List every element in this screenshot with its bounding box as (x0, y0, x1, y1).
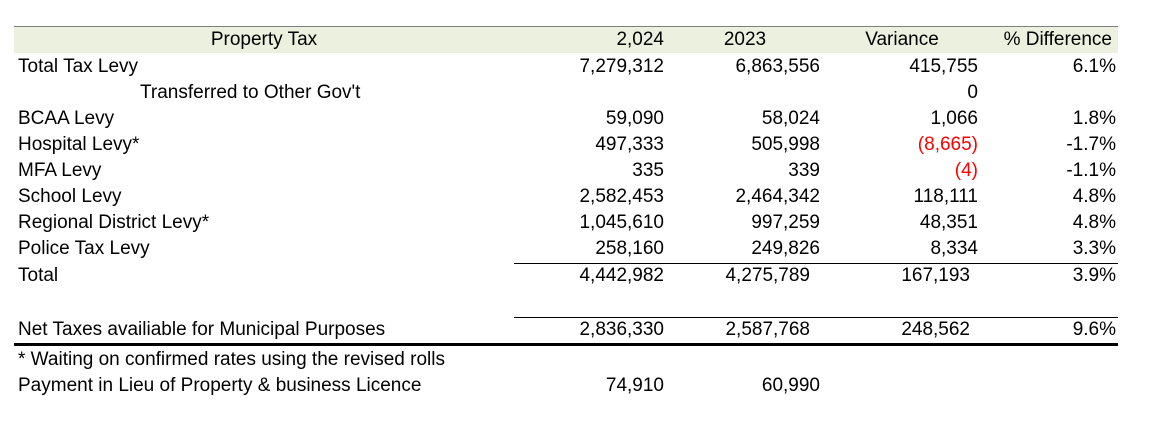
row-2024: 258,160 (595, 238, 664, 259)
row-variance-negative: (8,665) (917, 134, 978, 155)
total-pct: 3.9% (1072, 265, 1116, 286)
payment-2023: 60,990 (761, 375, 820, 396)
footnote: * Waiting on confirmed rates using the r… (18, 349, 445, 370)
header-pct-difference: % Difference (1003, 29, 1112, 50)
row-variance: 8,334 (930, 238, 978, 259)
row-2024: 1,045,610 (579, 212, 664, 233)
net-bottom-rule (14, 343, 1118, 346)
row-pct: 6.1% (1072, 56, 1116, 77)
payment-2024: 74,910 (605, 375, 664, 396)
row-label: Transferred to Other Gov't (140, 82, 361, 103)
net-pct: 9.6% (1072, 319, 1116, 340)
total-variance: 167,193 (901, 265, 970, 286)
row-variance: 48,351 (919, 212, 978, 233)
row-pct: 3.3% (1072, 238, 1116, 259)
row-2023: 6,863,556 (735, 56, 820, 77)
row-label: BCAA Levy (18, 108, 115, 129)
row-label: School Levy (18, 186, 122, 207)
row-pct: 4.8% (1072, 212, 1116, 233)
row-variance: 1,066 (930, 108, 978, 129)
header-variance: Variance (865, 29, 939, 50)
row-2023: 249,826 (751, 238, 820, 259)
net-variance: 248,562 (901, 319, 970, 340)
row-2024: 2,582,453 (579, 186, 664, 207)
row-2024: 59,090 (605, 108, 664, 129)
row-label: Regional District Levy* (18, 212, 210, 233)
total-divider (514, 263, 1118, 264)
header-property-tax: Property Tax (210, 29, 318, 50)
row-label: Hospital Levy* (18, 134, 140, 155)
row-2023: 339 (788, 160, 820, 181)
row-label: Total Tax Levy (18, 56, 139, 77)
row-variance: 0 (967, 82, 978, 103)
row-2024: 7,279,312 (579, 56, 664, 77)
row-2023: 58,024 (761, 108, 820, 129)
row-pct: -1.7% (1066, 134, 1116, 155)
total-2024: 4,442,982 (579, 265, 664, 286)
table-header (14, 26, 1118, 53)
net-top-divider (514, 317, 1118, 318)
row-2023: 2,464,342 (735, 186, 820, 207)
net-2024: 2,836,330 (579, 319, 664, 340)
row-2024: 335 (632, 160, 664, 181)
row-2023: 505,998 (751, 134, 820, 155)
net-2023: 2,587,768 (725, 319, 810, 340)
row-variance: 415,755 (909, 56, 978, 77)
row-pct: -1.1% (1066, 160, 1116, 181)
row-label: Police Tax Levy (18, 238, 150, 259)
total-2023: 4,275,789 (725, 265, 810, 286)
header-2024: 2,024 (616, 29, 664, 50)
row-variance-negative: (4) (954, 160, 978, 181)
row-pct: 4.8% (1072, 186, 1116, 207)
row-label: MFA Levy (18, 160, 102, 181)
net-label: Net Taxes availiable for Municipal Purpo… (18, 319, 386, 340)
row-variance: 118,111 (913, 186, 978, 207)
row-2024: 497,333 (595, 134, 664, 155)
total-label: Total (18, 265, 59, 286)
payment-label: Payment in Lieu of Property & business L… (18, 375, 422, 396)
row-2023: 997,259 (751, 212, 820, 233)
row-pct: 1.8% (1072, 108, 1116, 129)
header-2023: 2023 (723, 29, 767, 50)
